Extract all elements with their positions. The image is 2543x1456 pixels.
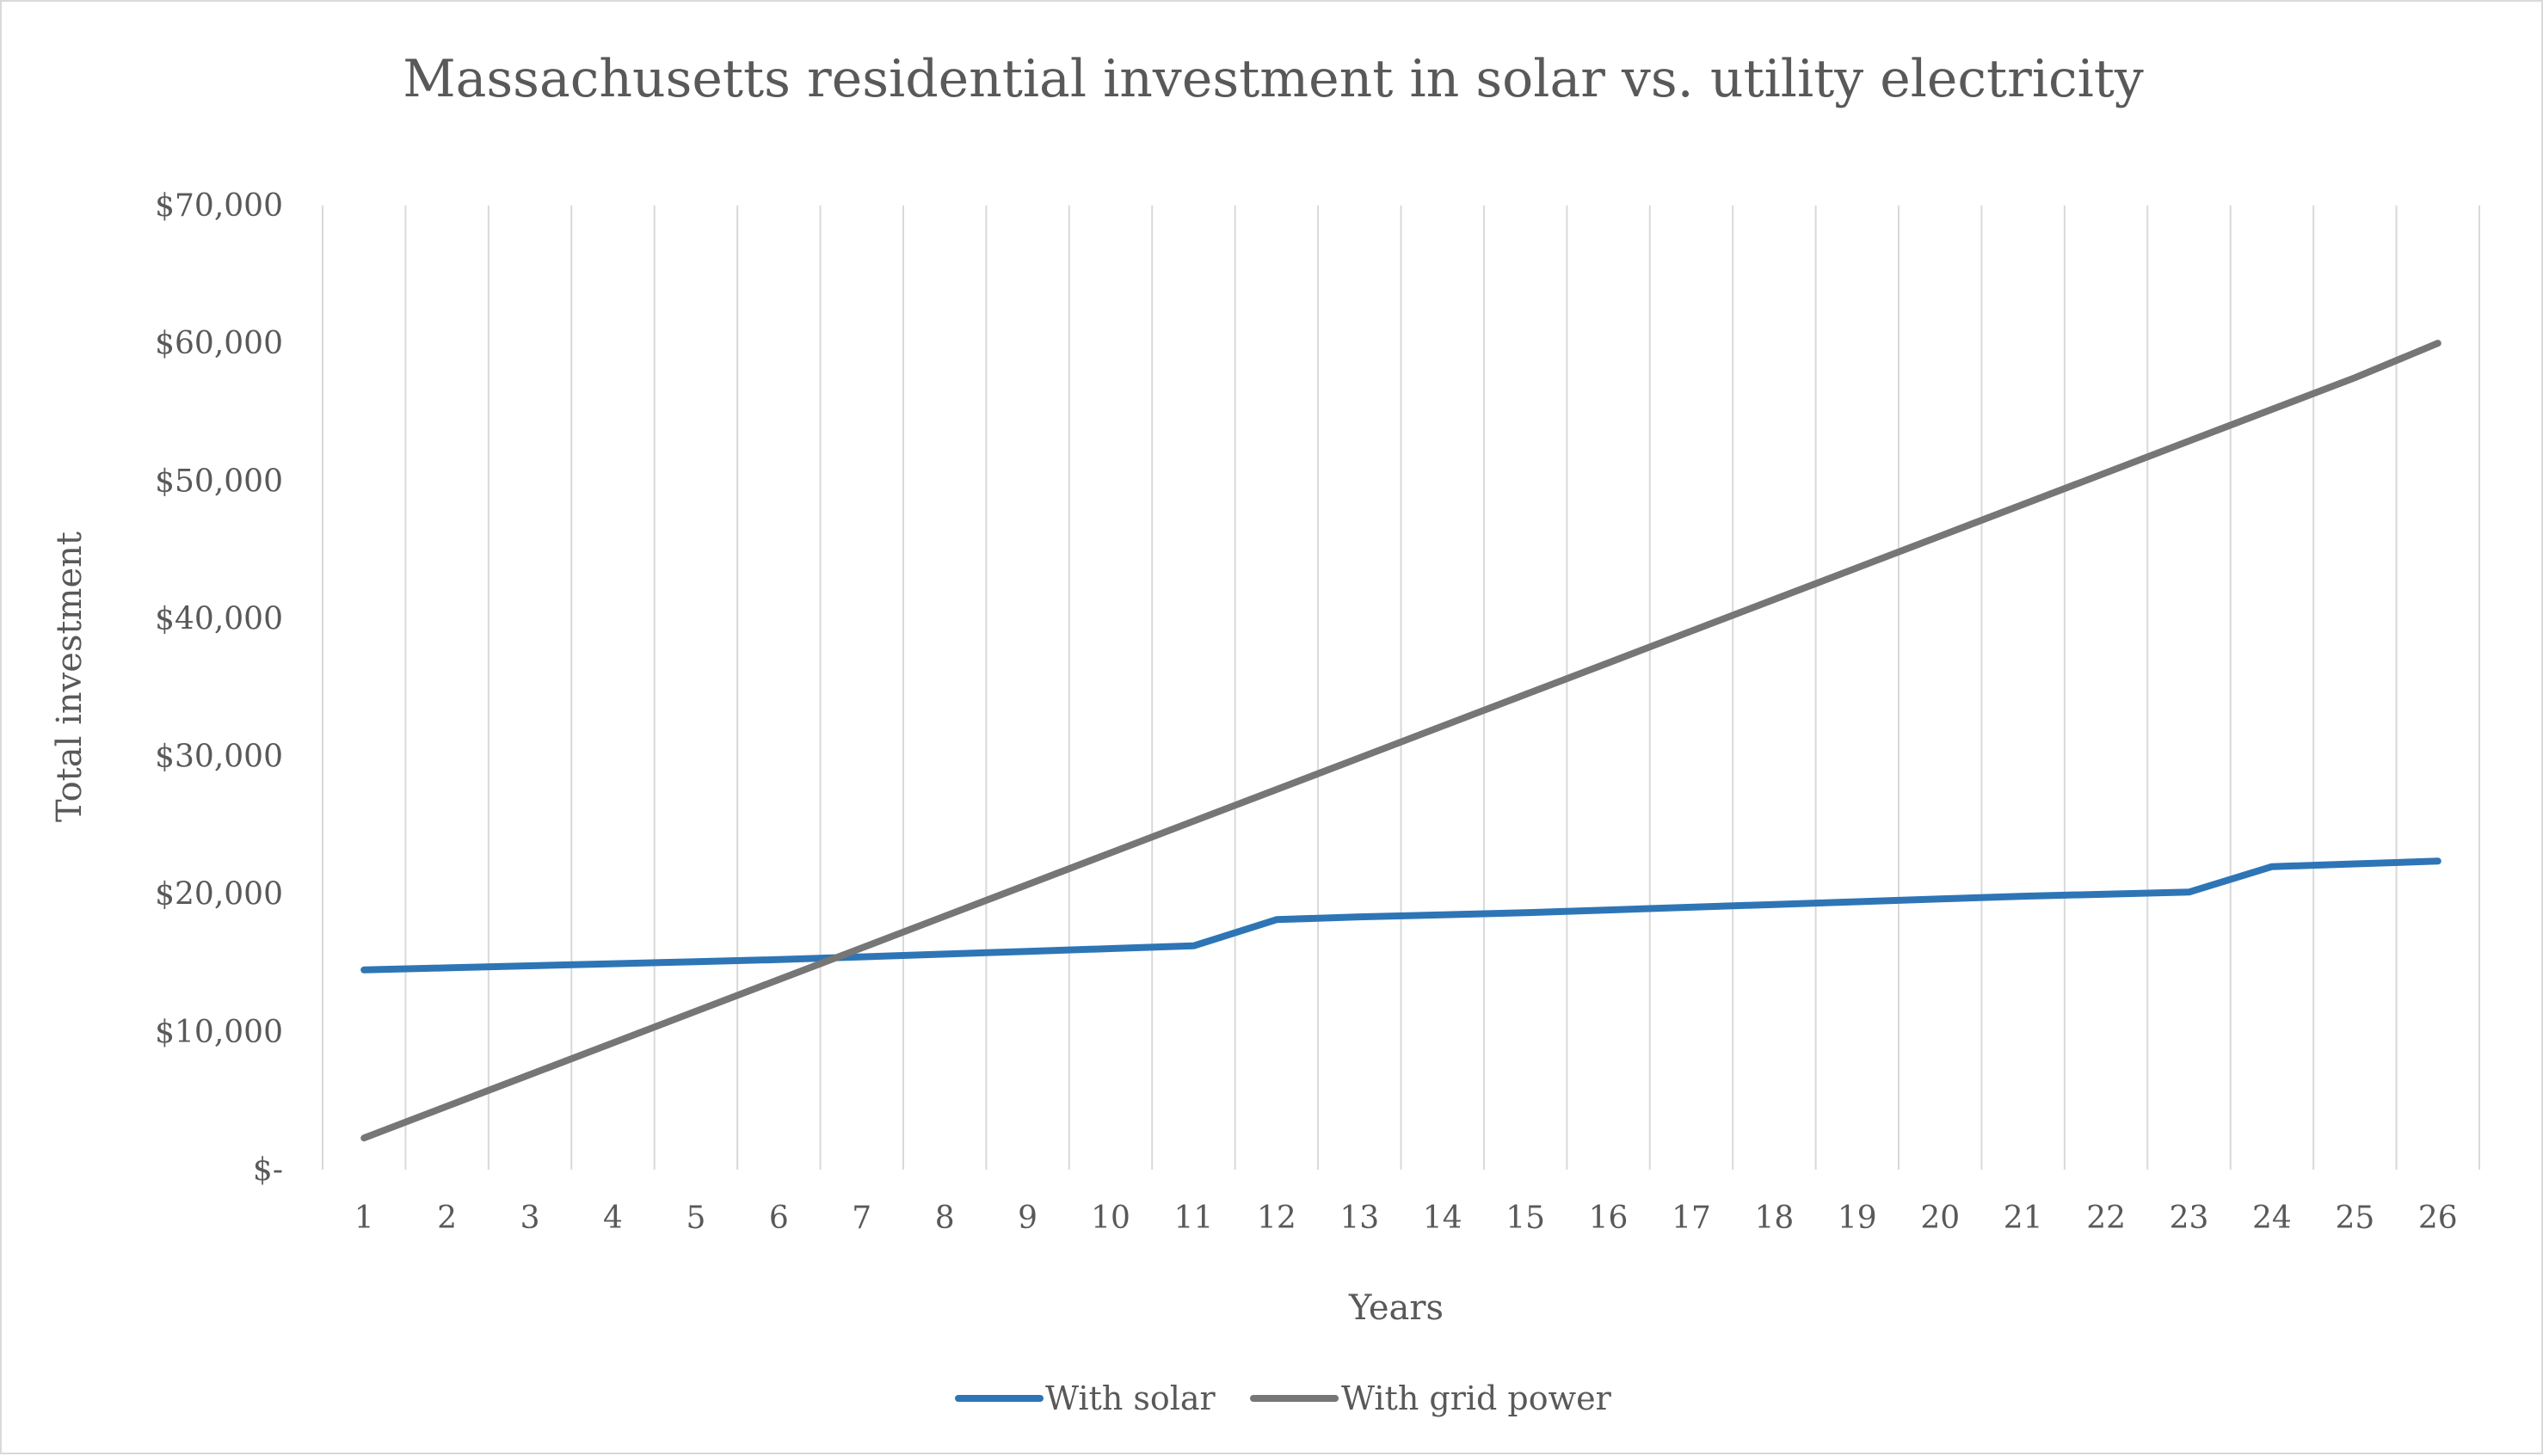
x-tick-label: 1 xyxy=(354,1201,374,1236)
y-axis-title: Total investment xyxy=(50,531,89,822)
x-tick-label: 13 xyxy=(1339,1201,1379,1236)
series-line-with-solar xyxy=(360,857,2441,974)
x-tick-label: 15 xyxy=(1505,1201,1545,1236)
x-tick-label: 11 xyxy=(1174,1201,1214,1236)
y-axis-ticks: $- $10,000 $20,000 $30,000 $40,000 $50,000 $60… xyxy=(155,188,283,1188)
x-tick-label: 22 xyxy=(2086,1201,2126,1236)
x-tick-label: 9 xyxy=(1018,1201,1038,1236)
y-tick-label: $50,000 xyxy=(155,464,283,499)
legend-label: With solar xyxy=(1045,1379,1216,1417)
x-tick-label: 14 xyxy=(1423,1201,1462,1236)
x-tick-label: 20 xyxy=(1920,1201,1960,1236)
gridlines xyxy=(322,206,2480,1170)
y-tick-label: $20,000 xyxy=(155,877,283,912)
y-tick-label: $60,000 xyxy=(155,326,283,361)
x-tick-label: 2 xyxy=(437,1201,457,1236)
series-line-with-grid-power xyxy=(360,340,2441,1142)
chart-title: Massachusetts residential investment in … xyxy=(403,49,2144,109)
x-tick-label: 19 xyxy=(1838,1201,1877,1236)
x-tick-label: 24 xyxy=(2252,1201,2292,1236)
x-tick-label: 21 xyxy=(2004,1201,2043,1236)
x-tick-label: 18 xyxy=(1754,1201,1794,1236)
x-tick-label: 26 xyxy=(2418,1201,2458,1236)
x-tick-label: 5 xyxy=(686,1201,705,1236)
x-tick-label: 7 xyxy=(852,1201,871,1236)
x-axis-title: Years xyxy=(1348,1288,1444,1328)
y-tick-label: $- xyxy=(253,1152,283,1188)
y-tick-label: $40,000 xyxy=(155,601,283,636)
series-lines xyxy=(360,340,2441,1142)
legend-label: With grid power xyxy=(1341,1379,1612,1417)
legend: With solar With grid power xyxy=(955,1379,1612,1417)
x-tick-label: 6 xyxy=(769,1201,789,1236)
x-tick-label: 3 xyxy=(520,1201,540,1236)
x-tick-label: 10 xyxy=(1091,1201,1130,1236)
x-tick-label: 12 xyxy=(1257,1201,1296,1236)
x-tick-label: 16 xyxy=(1589,1201,1629,1236)
y-tick-label: $70,000 xyxy=(155,188,283,224)
y-tick-label: $30,000 xyxy=(155,740,283,775)
x-axis-ticks: 1 2 3 4 5 6 7 8 9 10 11 12 13 14 15 16 17 18 19 20 21 22 23 24 2… xyxy=(354,1201,2458,1236)
x-tick-label: 25 xyxy=(2335,1201,2374,1236)
x-tick-label: 8 xyxy=(935,1201,955,1236)
x-tick-label: 4 xyxy=(603,1201,623,1236)
x-tick-label: 17 xyxy=(1672,1201,1711,1236)
x-tick-label: 23 xyxy=(2170,1201,2209,1236)
y-tick-label: $10,000 xyxy=(155,1015,283,1050)
